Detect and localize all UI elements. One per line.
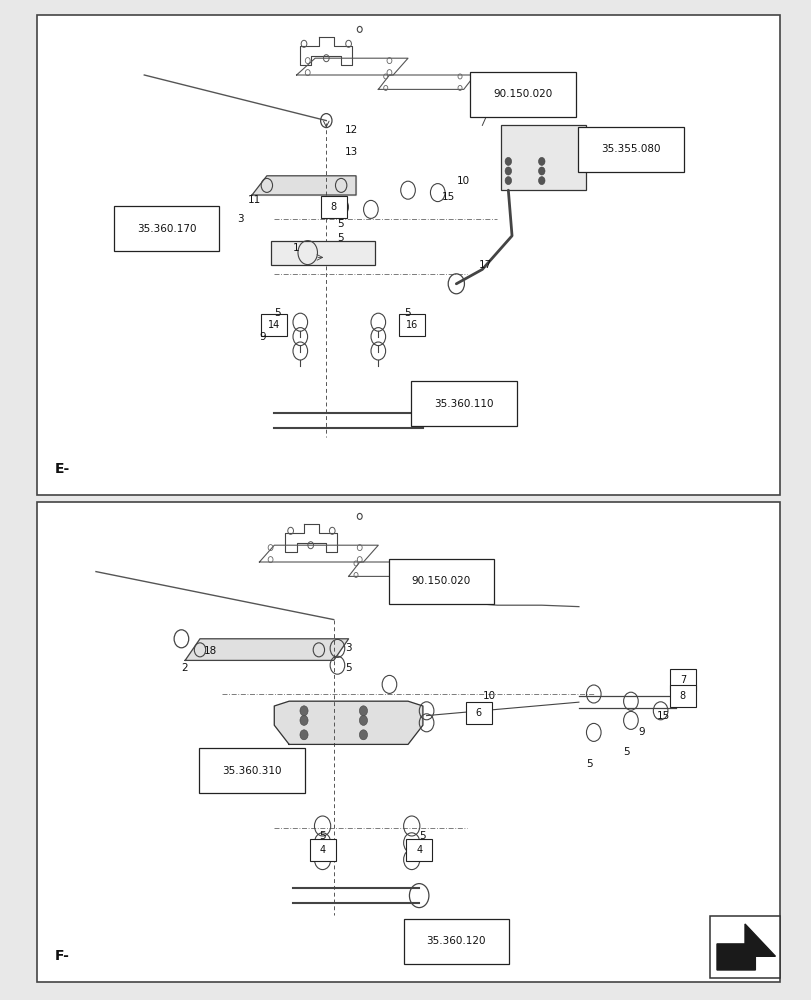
Text: 2: 2 [181, 663, 188, 673]
Circle shape [538, 167, 544, 175]
Text: 9: 9 [637, 727, 644, 737]
Text: 4: 4 [415, 845, 422, 855]
Text: 17: 17 [478, 260, 491, 270]
Circle shape [504, 167, 511, 175]
Text: 35.360.170: 35.360.170 [136, 224, 196, 234]
Text: 90.150.020: 90.150.020 [493, 89, 552, 99]
Bar [398, 314, 424, 336]
Bar [270, 241, 374, 265]
Text: 35.360.310: 35.360.310 [222, 766, 281, 776]
Polygon shape [716, 924, 775, 970]
Bar [710, 916, 779, 978]
Text: 4: 4 [320, 845, 325, 855]
Text: 5: 5 [586, 759, 592, 769]
Bar [669, 669, 695, 691]
Bar [577, 127, 683, 172]
Polygon shape [274, 701, 423, 744]
Bar [465, 702, 491, 724]
Circle shape [538, 177, 544, 185]
Text: 3: 3 [237, 214, 243, 224]
Polygon shape [251, 176, 355, 195]
Text: 5: 5 [319, 831, 325, 841]
Text: 5: 5 [418, 831, 425, 841]
Bar [320, 196, 346, 218]
Text: 5: 5 [274, 308, 281, 318]
Circle shape [504, 157, 511, 165]
Bar [114, 206, 219, 251]
Text: 35.360.110: 35.360.110 [433, 399, 493, 409]
Circle shape [504, 177, 511, 185]
Text: 16: 16 [406, 320, 418, 330]
Text: 5: 5 [404, 308, 410, 318]
Text: 10: 10 [456, 176, 469, 186]
Bar [410, 381, 516, 426]
Circle shape [359, 730, 367, 740]
Text: 35.355.080: 35.355.080 [600, 144, 660, 154]
Text: 9: 9 [260, 332, 266, 342]
Bar [470, 72, 575, 117]
Bar [199, 748, 304, 793]
Text: 8: 8 [679, 691, 685, 701]
Circle shape [359, 715, 367, 725]
Text: 18: 18 [204, 646, 217, 656]
Text: 12: 12 [345, 125, 358, 135]
Text: F-: F- [55, 949, 70, 963]
Bar [261, 314, 287, 336]
Text: 10: 10 [482, 691, 495, 701]
Text: 1: 1 [293, 243, 299, 253]
Text: 3: 3 [345, 643, 351, 653]
Text: 90.150.020: 90.150.020 [411, 576, 470, 586]
Text: 11: 11 [248, 195, 261, 205]
Bar [669, 685, 695, 707]
Text: 5: 5 [337, 233, 344, 243]
Bar [406, 839, 431, 861]
Bar [388, 559, 494, 604]
Text: 5: 5 [337, 219, 344, 229]
Text: 13: 13 [345, 147, 358, 157]
Text: 14: 14 [268, 320, 280, 330]
Text: 15: 15 [656, 711, 669, 721]
Text: E-: E- [55, 462, 71, 476]
Polygon shape [185, 639, 348, 660]
Circle shape [299, 715, 307, 725]
Text: 15: 15 [441, 192, 454, 202]
Text: 6: 6 [475, 708, 481, 718]
Text: 35.360.120: 35.360.120 [426, 936, 486, 946]
Bar [36, 15, 779, 495]
Text: 8: 8 [330, 202, 337, 212]
Bar [36, 502, 779, 982]
Bar [309, 839, 335, 861]
Text: 5: 5 [345, 663, 351, 673]
Circle shape [299, 706, 307, 716]
Text: 5: 5 [623, 747, 629, 757]
Circle shape [538, 157, 544, 165]
Bar [403, 919, 508, 964]
Bar [500, 125, 586, 190]
Circle shape [359, 706, 367, 716]
Text: 7: 7 [679, 675, 685, 685]
Circle shape [299, 730, 307, 740]
